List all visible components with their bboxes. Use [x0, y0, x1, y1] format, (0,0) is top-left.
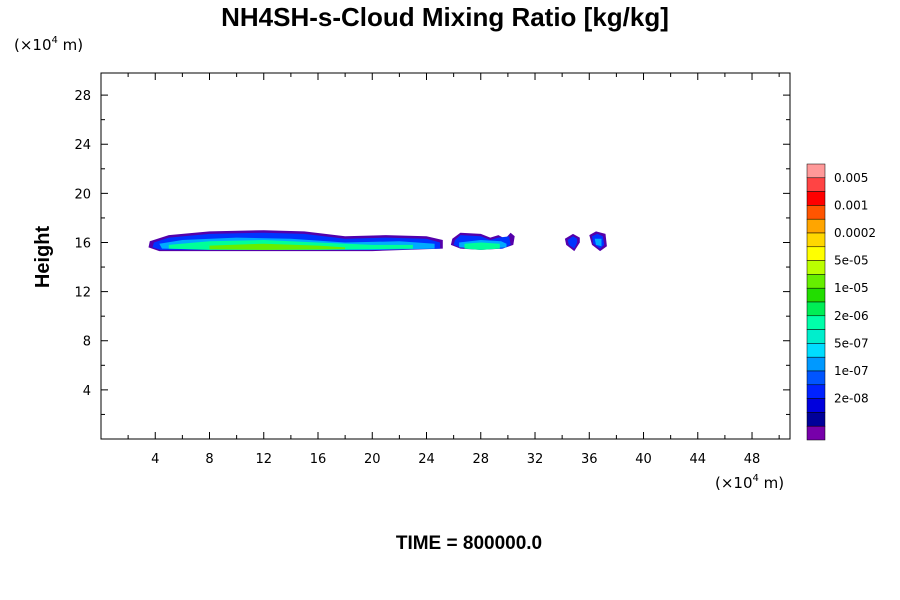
x-tick-label-6: 28	[472, 452, 489, 467]
cloud-field	[148, 230, 607, 252]
colorbar-swatch-19	[806, 425, 826, 441]
x-tick-label-8: 36	[581, 452, 598, 467]
colorbar-swatch-3	[806, 205, 826, 220]
y-tick-label-5: 24	[74, 138, 91, 153]
y-tick-label-6: 28	[74, 89, 91, 104]
x-tick-label-4: 20	[364, 452, 381, 467]
plot-frame	[100, 72, 791, 440]
colorbar-label-1: 0.001	[834, 198, 868, 212]
y-tick-label-0: 4	[83, 384, 91, 399]
chart-title: NH4SH-s-Cloud Mixing Ratio [kg/kg]	[221, 2, 669, 32]
colorbar-label-4: 1e-05	[834, 281, 869, 295]
colorbar-swatch-18	[806, 412, 826, 427]
colorbar-swatch-7	[806, 260, 826, 275]
x-tick-label-11: 48	[744, 452, 761, 467]
colorbar-label-5: 2e-06	[834, 309, 869, 323]
colorbar-swatch-0	[806, 163, 826, 179]
colorbar-label-6: 5e-07	[834, 336, 869, 350]
y-axis: 4 8 12 16 20 24 28	[74, 89, 790, 415]
y-tick-label-3: 16	[74, 236, 91, 251]
x-tick-label-7: 32	[527, 452, 544, 467]
cloud-band-2-2	[594, 238, 602, 247]
colorbar-swatch-4	[806, 218, 826, 234]
colorbar-swatch-8	[806, 274, 826, 289]
x-tick-label-1: 8	[205, 452, 213, 467]
colorbar-swatch-5	[806, 232, 826, 248]
cloud-band-4-0	[209, 243, 346, 250]
colorbar-swatch-15	[806, 370, 826, 386]
x-axis: 4 8 12 16 20 24 28 32 36 40 44 48	[127, 73, 780, 467]
colorbar-swatch-13	[806, 343, 826, 358]
x-axis-unit: (×104 m)	[715, 473, 784, 492]
colorbar-label-0: 0.005	[834, 171, 868, 185]
colorbar-swatch-14	[806, 356, 826, 372]
x-tick-label-5: 24	[418, 452, 435, 467]
y-axis-label: Height	[32, 226, 54, 289]
colorbar-label-2: 0.0002	[834, 226, 876, 240]
colorbar-swatch-6	[806, 246, 826, 261]
x-tick-label-0: 4	[151, 452, 159, 467]
colorbar-swatch-16	[806, 384, 826, 399]
x-tick-label-10: 44	[689, 452, 706, 467]
colorbar-swatch-2	[806, 191, 826, 206]
time-label: TIME = 800000.0	[396, 533, 542, 554]
colorbar-label-8: 2e-08	[834, 392, 869, 406]
colorbar-swatch-1	[806, 177, 826, 192]
x-tick-label-9: 40	[635, 452, 652, 467]
colorbar: 0.005 0.001 0.0002 5e-05 1e-05 2e-06 5e-07 1e-0…	[806, 163, 876, 441]
x-tick-label-2: 12	[255, 452, 272, 467]
cloud-band-1-2	[567, 236, 578, 249]
cloud-band-3-1	[464, 242, 500, 250]
colorbar-swatch-9	[806, 287, 826, 303]
colorbar-label-3: 5e-05	[834, 254, 869, 268]
y-axis-unit: (×104 m)	[14, 35, 83, 54]
y-tick-label-2: 12	[74, 286, 91, 301]
colorbar-label-7: 1e-07	[834, 364, 869, 378]
y-tick-label-4: 20	[74, 187, 91, 202]
x-tick-label-3: 16	[310, 452, 327, 467]
colorbar-swatch-11	[806, 315, 826, 330]
colorbar-swatch-10	[806, 301, 826, 317]
colorbar-swatch-12	[806, 329, 826, 344]
y-tick-label-1: 8	[83, 335, 91, 350]
colorbar-swatch-17	[806, 398, 826, 413]
